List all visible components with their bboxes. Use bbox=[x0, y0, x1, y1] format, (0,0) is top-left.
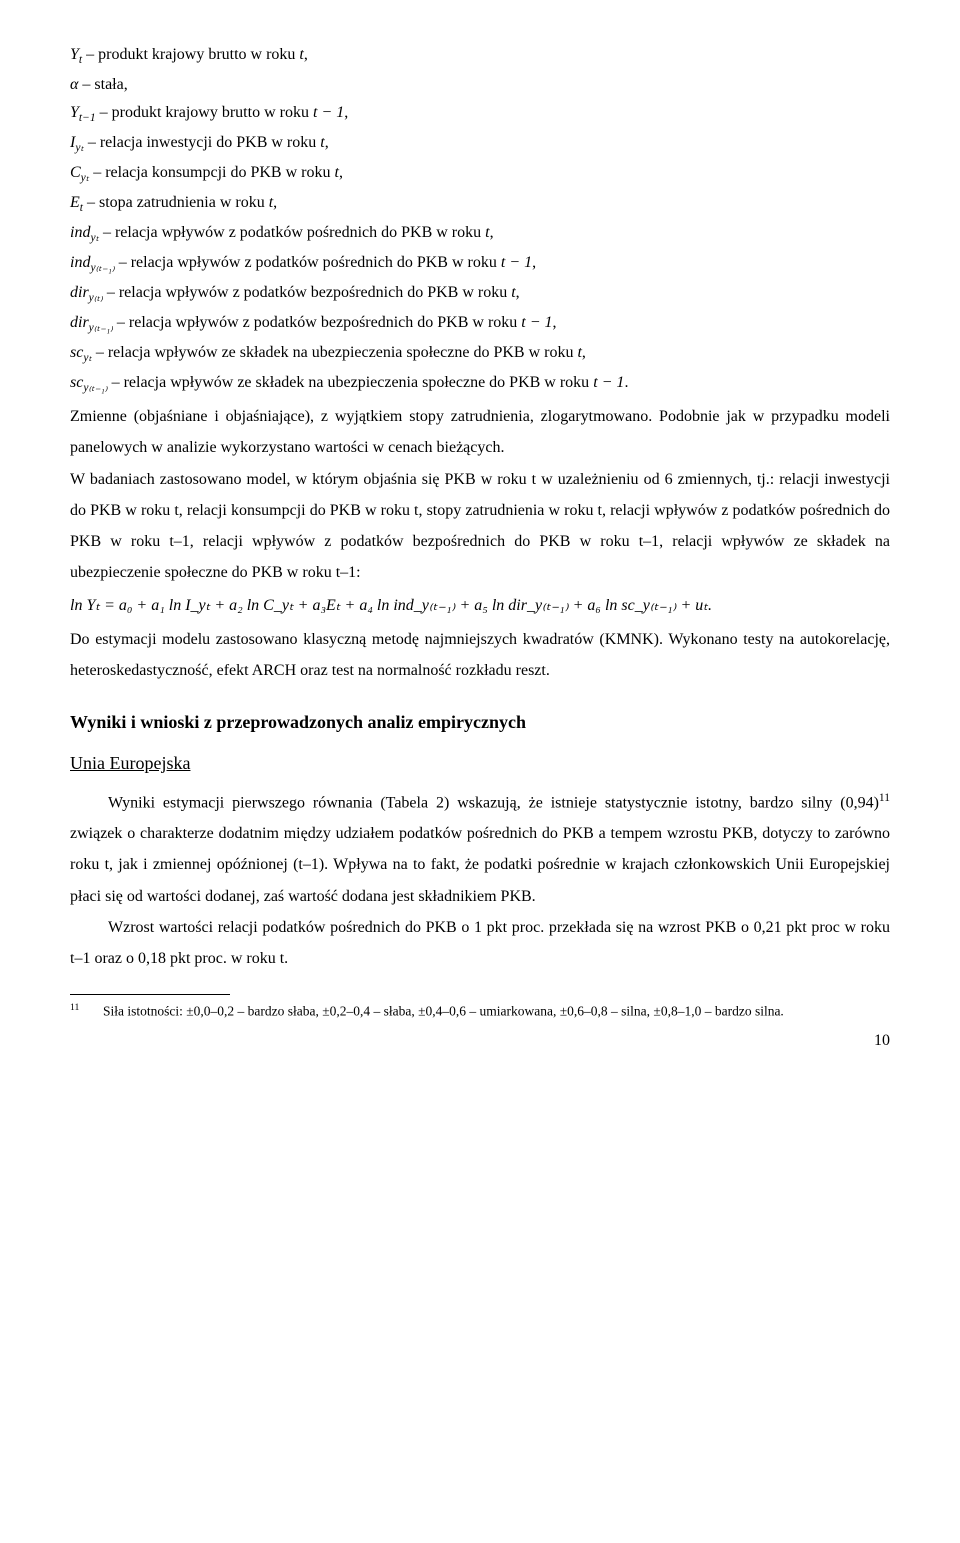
var-inline: t − 1 bbox=[501, 254, 532, 271]
def-text: – relacja wpływów z podatków pośrednich … bbox=[99, 224, 485, 241]
para-text: Wyniki estymacji pierwszego równania (Ta… bbox=[108, 794, 879, 811]
var-symbol: dir bbox=[70, 284, 89, 301]
def-line: indy₍ₜ₋₁₎ – relacja wpływów z podatków p… bbox=[70, 251, 890, 278]
def-line: Et – stopa zatrudnienia w roku t, bbox=[70, 191, 890, 218]
var-subscript: y₍ₜ₋₁₎ bbox=[89, 322, 113, 334]
body-paragraph: Wzrost wartości relacji podatków pośredn… bbox=[70, 912, 890, 974]
def-end: , bbox=[516, 284, 520, 301]
page-number: 10 bbox=[70, 1029, 890, 1053]
def-end: , bbox=[339, 164, 343, 181]
var-subscript: yₜ bbox=[83, 352, 92, 364]
def-end: , bbox=[553, 314, 557, 331]
footnote: 11 Siła istotności: ±0,0–0,2 – bardzo sł… bbox=[70, 1001, 890, 1021]
var-subscript: t−1 bbox=[79, 112, 96, 124]
def-text: – relacja wpływów ze składek na ubezpiec… bbox=[108, 374, 594, 391]
var-inline: t − 1 bbox=[313, 104, 344, 121]
def-end: , bbox=[582, 344, 586, 361]
var-subscript: y₍ₜ₎ bbox=[89, 292, 103, 304]
footnote-ref: 11 bbox=[879, 792, 890, 804]
var-symbol: C bbox=[70, 164, 81, 181]
def-line: Yt – produkt krajowy brutto w roku t, bbox=[70, 43, 890, 70]
var-symbol: E bbox=[70, 194, 80, 211]
def-end: , bbox=[490, 224, 494, 241]
var-subscript: yₜ bbox=[81, 172, 90, 184]
para-text: związek o charakterze dodatnim między ud… bbox=[70, 825, 890, 904]
def-end: , bbox=[304, 46, 308, 63]
def-text: – stała, bbox=[78, 76, 127, 93]
page-container: Yt – produkt krajowy brutto w roku t, α … bbox=[70, 43, 890, 1053]
def-end: , bbox=[273, 194, 277, 211]
var-subscript: y₍ₜ₋₁₎ bbox=[90, 262, 114, 274]
body-paragraph: Zmienne (objaśniane i objaśniające), z w… bbox=[70, 401, 890, 463]
var-symbol: Y bbox=[70, 46, 79, 63]
def-text: – relacja inwestycji do PKB w roku bbox=[84, 134, 320, 151]
def-text: – relacja wpływów ze składek na ubezpiec… bbox=[92, 344, 578, 361]
var-subscript: y₍ₜ₋₁₎ bbox=[83, 382, 107, 394]
footnote-separator bbox=[70, 994, 230, 995]
def-line: indyₜ – relacja wpływów z podatków pośre… bbox=[70, 221, 890, 248]
footnote-text: Siła istotności: ±0,0–0,2 – bardzo słaba… bbox=[103, 1004, 784, 1019]
paragraph-block: Zmienne (objaśniane i objaśniające), z w… bbox=[70, 401, 890, 588]
def-text: – produkt krajowy brutto w roku bbox=[82, 46, 299, 63]
paragraph-block: Do estymacji modelu zastosowano klasyczn… bbox=[70, 624, 890, 686]
var-symbol: sc bbox=[70, 344, 83, 361]
footnote-number: 11 bbox=[70, 1002, 79, 1013]
var-symbol: dir bbox=[70, 314, 89, 331]
var-symbol: ind bbox=[70, 224, 90, 241]
def-text: – relacja konsumpcji do PKB w roku bbox=[89, 164, 334, 181]
section-subheading: Unia Europejska bbox=[70, 750, 890, 777]
def-line: scyₜ – relacja wpływów ze składek na ube… bbox=[70, 341, 890, 368]
variable-definitions: Yt – produkt krajowy brutto w roku t, α … bbox=[70, 43, 890, 398]
def-line: α – stała, bbox=[70, 73, 890, 98]
var-subscript: yₜ bbox=[90, 232, 99, 244]
var-symbol: Y bbox=[70, 104, 79, 121]
def-end: , bbox=[344, 104, 348, 121]
def-line: scy₍ₜ₋₁₎ – relacja wpływów ze składek na… bbox=[70, 371, 890, 398]
var-inline: t − 1 bbox=[593, 374, 624, 391]
var-inline: t − 1 bbox=[521, 314, 552, 331]
def-end: , bbox=[325, 134, 329, 151]
equation-line: ln Yₜ = a₀ + a₁ ln I_yₜ + a₂ ln C_yₜ + a… bbox=[70, 590, 890, 622]
def-line: Iyₜ – relacja inwestycji do PKB w roku t… bbox=[70, 131, 890, 158]
var-symbol: sc bbox=[70, 374, 83, 391]
body-paragraph: Do estymacji modelu zastosowano klasyczn… bbox=[70, 624, 890, 686]
var-subscript: yₜ bbox=[75, 142, 84, 154]
body-paragraph: Wyniki estymacji pierwszego równania (Ta… bbox=[70, 787, 890, 912]
def-text: – stopa zatrudnienia w roku bbox=[83, 194, 269, 211]
def-line: Yt−1 – produkt krajowy brutto w roku t −… bbox=[70, 101, 890, 128]
body-paragraph: W badaniach zastosowano model, w którym … bbox=[70, 464, 890, 589]
def-line: diry₍ₜ₋₁₎ – relacja wpływów z podatków b… bbox=[70, 311, 890, 338]
def-line: diry₍ₜ₎ – relacja wpływów z podatków bez… bbox=[70, 281, 890, 308]
var-symbol: ind bbox=[70, 254, 90, 271]
def-end: , bbox=[532, 254, 536, 271]
def-text: – relacja wpływów z podatków bezpośredni… bbox=[113, 314, 521, 331]
def-text: – relacja wpływów z podatków bezpośredni… bbox=[103, 284, 511, 301]
paragraph-block: Wyniki estymacji pierwszego równania (Ta… bbox=[70, 787, 890, 974]
def-text: – relacja wpływów z podatków pośrednich … bbox=[115, 254, 501, 271]
def-text: – produkt krajowy brutto w roku bbox=[96, 104, 313, 121]
def-line: Cyₜ – relacja konsumpcji do PKB w roku t… bbox=[70, 161, 890, 188]
def-end: . bbox=[624, 374, 628, 391]
section-heading: Wyniki i wnioski z przeprowadzonych anal… bbox=[70, 709, 890, 736]
